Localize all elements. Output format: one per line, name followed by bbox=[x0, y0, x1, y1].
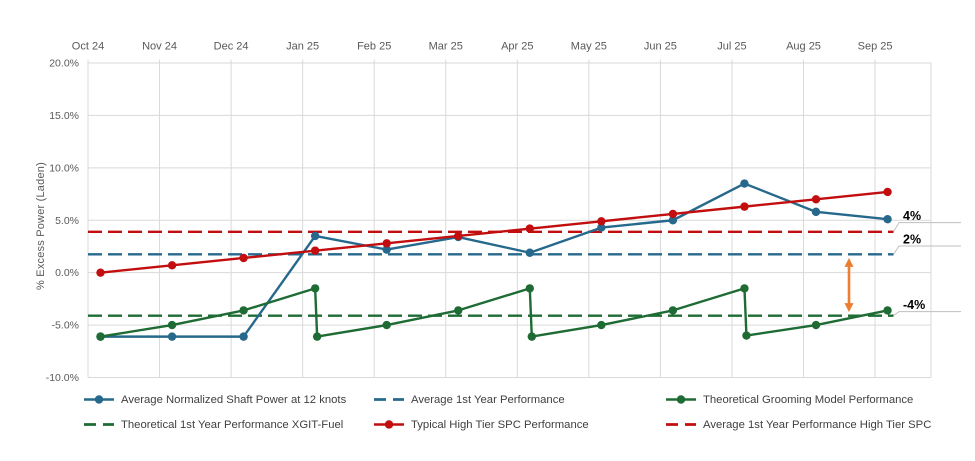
legend-dashed-line-icon bbox=[666, 423, 696, 426]
y-axis-tick-label: 10.0% bbox=[49, 162, 79, 174]
x-axis-label: Dec 24 bbox=[214, 41, 249, 53]
legend-dashed-line-icon bbox=[374, 398, 404, 401]
series-line-average-normalized-shaft-power-at-12-knots bbox=[100, 182, 888, 338]
data-point-average-normalized-shaft-power-at-12-knots bbox=[310, 231, 320, 241]
callout-label-4: 4% bbox=[903, 209, 921, 223]
x-axis-label: Mar 25 bbox=[429, 41, 463, 53]
data-point-typical-high-tier-spc-performance bbox=[525, 224, 534, 233]
data-point-typical-high-tier-spc-performance bbox=[454, 231, 463, 241]
callout-label-2: 2% bbox=[903, 233, 921, 247]
data-point-average-normalized-shaft-power-at-12-knots bbox=[740, 179, 749, 188]
data-point-average-normalized-shaft-power-at-12-knots bbox=[382, 245, 391, 254]
data-point-theoretical-grooming-model-performance bbox=[312, 332, 322, 341]
data-point-theoretical-grooming-model-performance bbox=[239, 306, 248, 315]
x-axis-label: Aug 25 bbox=[786, 41, 821, 53]
y-axis-tick-label: -10.0% bbox=[46, 372, 79, 384]
legend-label: Average 1st Year Performance High Tier S… bbox=[703, 418, 932, 431]
legend-label: Average 1st Year Performance bbox=[411, 393, 565, 406]
data-point-average-normalized-shaft-power-at-12-knots bbox=[883, 215, 892, 224]
data-point-typical-high-tier-spc-performance bbox=[740, 202, 749, 211]
data-point-typical-high-tier-spc-performance bbox=[597, 217, 606, 226]
callout-leader bbox=[893, 245, 961, 255]
callout-leader bbox=[893, 222, 961, 233]
y-axis-tick-label: 20.0% bbox=[49, 58, 79, 70]
legend-item-average-normalized-shaft-power-at-12-knots: Average Normalized Shaft Power at 12 kno… bbox=[83, 394, 346, 406]
data-point-average-normalized-shaft-power-at-12-knots bbox=[811, 207, 821, 217]
data-point-theoretical-grooming-model-performance bbox=[597, 320, 606, 330]
data-point-average-normalized-shaft-power-at-12-knots bbox=[525, 248, 534, 257]
data-point-theoretical-grooming-model-performance bbox=[883, 306, 892, 315]
data-point-theoretical-grooming-model-performance bbox=[742, 331, 751, 340]
data-point-typical-high-tier-spc-performance bbox=[382, 239, 391, 248]
data-point-theoretical-grooming-model-performance bbox=[382, 320, 391, 330]
y-axis-tick-label: 0.0% bbox=[55, 267, 79, 279]
data-point-typical-high-tier-spc-performance bbox=[239, 253, 248, 263]
x-axis-label: Jan 25 bbox=[286, 41, 319, 53]
gap-arrow-head-down-icon bbox=[844, 303, 854, 313]
data-point-theoretical-grooming-model-performance bbox=[525, 284, 534, 293]
y-axis-tick-label: 5.0% bbox=[55, 215, 79, 227]
legend-item-average-1st-year-performance-high-tier-spc: Average 1st Year Performance High Tier S… bbox=[665, 419, 931, 431]
data-point-theoretical-grooming-model-performance bbox=[811, 320, 821, 330]
data-point-average-normalized-shaft-power-at-12-knots bbox=[239, 332, 248, 341]
series-line-theoretical-grooming-model-performance bbox=[100, 287, 888, 338]
gap-arrow-head-up-icon bbox=[844, 257, 854, 267]
data-point-typical-high-tier-spc-performance bbox=[96, 268, 105, 277]
data-point-theoretical-grooming-model-performance bbox=[668, 306, 678, 315]
data-point-theoretical-grooming-model-performance bbox=[454, 306, 463, 315]
x-axis-label: Apr 25 bbox=[501, 41, 533, 53]
legend-dashed-line-icon bbox=[84, 423, 114, 426]
legend-item-theoretical-grooming-model-performance: Theoretical Grooming Model Performance bbox=[665, 394, 913, 406]
data-point-theoretical-grooming-model-performance bbox=[310, 284, 320, 293]
legend-label: Theoretical Grooming Model Performance bbox=[703, 393, 914, 406]
data-point-average-normalized-shaft-power-at-12-knots bbox=[597, 223, 606, 232]
legend-label: Typical High Tier SPC Performance bbox=[411, 418, 589, 431]
x-axis-label: Nov 24 bbox=[142, 41, 177, 53]
legend-item-typical-high-tier-spc-performance: Typical High Tier SPC Performance bbox=[373, 419, 589, 431]
legend-line-marker-icon bbox=[374, 420, 404, 429]
x-axis-label: Oct 24 bbox=[72, 41, 104, 53]
callout-label-4: -4% bbox=[903, 298, 925, 312]
data-point-typical-high-tier-spc-performance bbox=[310, 246, 320, 255]
data-point-theoretical-grooming-model-performance bbox=[96, 332, 105, 341]
legend-label: Average Normalized Shaft Power at 12 kno… bbox=[121, 393, 347, 406]
legend-item-average-1st-year-performance: Average 1st Year Performance bbox=[373, 394, 565, 406]
y-axis-tick-label: 15.0% bbox=[49, 110, 79, 122]
series-line-typical-high-tier-spc-performance bbox=[100, 190, 888, 274]
x-axis-label: Jul 25 bbox=[717, 41, 746, 53]
data-point-typical-high-tier-spc-performance bbox=[883, 187, 892, 197]
data-point-typical-high-tier-spc-performance bbox=[811, 195, 821, 204]
data-point-typical-high-tier-spc-performance bbox=[668, 209, 678, 219]
legend-item-theoretical-1st-year-performance-xgit-fuel: Theoretical 1st Year Performance XGIT-Fu… bbox=[83, 419, 343, 431]
x-axis-label: Feb 25 bbox=[357, 41, 391, 53]
y-axis-tick-label: -5.0% bbox=[52, 320, 79, 332]
callout-leader bbox=[893, 311, 961, 317]
x-axis-label: May 25 bbox=[571, 41, 607, 53]
data-point-average-normalized-shaft-power-at-12-knots bbox=[167, 332, 177, 341]
data-point-theoretical-grooming-model-performance bbox=[527, 332, 536, 341]
x-axis-label: Sep 25 bbox=[858, 41, 893, 53]
legend-label: Theoretical 1st Year Performance XGIT-Fu… bbox=[121, 418, 344, 431]
data-point-typical-high-tier-spc-performance bbox=[167, 261, 177, 270]
x-axis-label: Jun 25 bbox=[644, 41, 677, 53]
data-point-theoretical-grooming-model-performance bbox=[167, 320, 177, 330]
legend-line-marker-icon bbox=[84, 395, 114, 404]
data-point-average-normalized-shaft-power-at-12-knots bbox=[668, 216, 678, 225]
data-point-theoretical-grooming-model-performance bbox=[740, 284, 749, 293]
legend-line-marker-icon bbox=[666, 395, 696, 404]
